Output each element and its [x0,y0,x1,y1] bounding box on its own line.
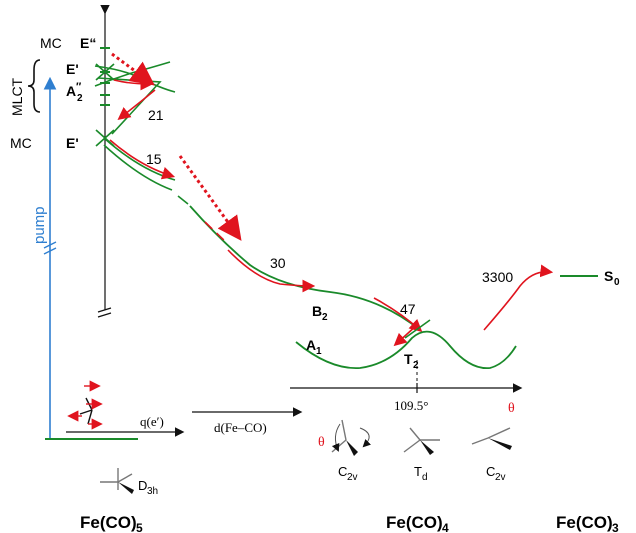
relax-arrow-47 [373,297,423,333]
label-a1: A 1 [306,337,322,357]
time-21: 21 [148,107,164,123]
label-mlct: MLCT [9,77,25,116]
label-t2-sub: 2 [413,360,419,371]
compound-fe5-sub: 5 [136,521,143,533]
label-s0: S 0 [604,268,620,288]
axis-label-angle-value: 109.5° [394,398,428,413]
geom-theta-mark: θ [318,435,325,450]
c2v-geometry-b [471,427,512,450]
pump-break-a [43,241,57,249]
a1-t2-well [295,330,517,369]
axis-label-dfeco: d(Fe–CO) [214,420,267,435]
geom-label-d3h-sub: 3h [147,486,158,497]
label-e-prime-upper: E' [66,61,79,77]
relax-arrow-dotted-top [111,52,155,86]
label-a1-main: A [306,337,316,353]
compound-fe5: Fe(CO) 5 [80,513,143,533]
descending-dash [177,195,189,205]
geom-label-d3h: D 3h [138,478,158,497]
geom-label-td-main: T [414,464,422,479]
geom-label-c2v-a-main: C [338,464,347,479]
time-30: 30 [270,255,286,271]
geom-label-c2v-b-sub: 2v [495,472,506,483]
label-mc-top: E“ [80,35,96,51]
compound-fe3-main: Fe(CO) [556,513,613,532]
compound-fe4-main: Fe(CO) [386,513,443,532]
label-a2-sup: ″ [76,81,82,93]
label-a2: A ″ 2 [66,81,83,104]
crossing-mark [404,319,431,339]
descending-potential-lower [103,144,173,191]
label-s0-main: S [604,268,613,284]
axis-label-qe: q(e′) [140,414,164,429]
geom-label-td-sub: d [422,472,428,483]
label-e-prime-lower: E' [66,135,79,151]
label-a1-sub: 1 [316,346,322,357]
vibration-sketch [67,380,103,430]
geom-label-c2v-b: C 2v [486,464,506,483]
label-mc-top-prefix: MC [40,35,62,51]
compound-fe3: Fe(CO) 3 [556,513,619,533]
label-s0-sub: 0 [614,277,620,288]
d3h-geometry [100,468,134,494]
time-3300: 3300 [482,269,513,285]
axis-label-theta: θ [508,401,515,416]
relax-arrow-dotted-mid [178,155,242,241]
relax-arrow-upper [113,77,154,91]
geom-label-c2v-a: C 2v [338,464,358,483]
pump-break-b [43,247,57,255]
label-b2-main: B [312,303,322,319]
energy-axis-break-a [97,307,112,313]
relax-arrow-3300 [483,264,554,331]
relax-arrow-back [117,89,156,120]
compound-fe5-main: Fe(CO) [80,513,137,532]
time-15: 15 [146,151,162,167]
time-47: 47 [400,301,416,317]
c2v-geometry-a [331,419,372,456]
geom-label-c2v-a-sub: 2v [347,472,358,483]
compound-fe4-sub: 4 [442,521,449,533]
mlct-brace [27,59,41,113]
geom-label-c2v-b-main: C [486,464,495,479]
cross-e-upper-b [95,63,115,81]
relax-arrow-crossing [393,323,419,347]
label-t2: T 2 [404,351,419,371]
energy-axis-break-b [97,312,112,318]
relax-arrow-dash-mid [204,221,229,245]
label-b2: B 2 [312,303,328,323]
label-b2-sub: 2 [322,312,328,323]
geom-label-d3h-main: D [138,478,147,493]
label-pump: pump [31,206,48,244]
compound-fe3-sub: 3 [612,521,619,533]
descending-potential-main [189,205,421,331]
label-t2-main: T [404,351,413,367]
relax-arrow-30 [227,249,316,293]
label-a2-main: A [66,83,76,99]
td-geometry [403,427,440,455]
relax-arrow-15 [109,139,176,180]
label-mc-bottom-prefix: MC [10,135,32,151]
label-a2-sub: 2 [77,93,83,104]
geom-label-td: T d [414,464,428,483]
compound-fe4: Fe(CO) 4 [386,513,449,533]
